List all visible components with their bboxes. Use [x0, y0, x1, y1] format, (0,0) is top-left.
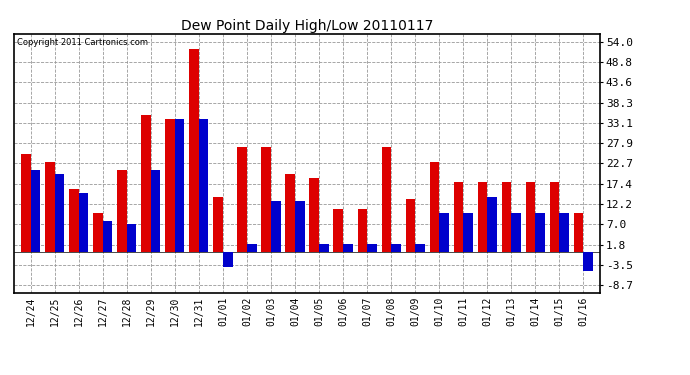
- Bar: [535, 213, 545, 252]
- Bar: [262, 147, 271, 252]
- Bar: [127, 224, 137, 252]
- Bar: [21, 154, 30, 252]
- Bar: [560, 213, 569, 252]
- Bar: [199, 119, 208, 252]
- Bar: [406, 199, 415, 252]
- Bar: [189, 50, 199, 252]
- Bar: [343, 244, 353, 252]
- Bar: [333, 209, 343, 252]
- Bar: [574, 213, 584, 252]
- Bar: [55, 174, 64, 252]
- Bar: [319, 244, 328, 252]
- Bar: [286, 174, 295, 252]
- Bar: [357, 209, 367, 252]
- Bar: [223, 252, 233, 267]
- Bar: [382, 147, 391, 252]
- Bar: [502, 182, 511, 252]
- Bar: [30, 170, 40, 252]
- Bar: [584, 252, 593, 271]
- Bar: [295, 201, 305, 252]
- Bar: [463, 213, 473, 252]
- Bar: [69, 189, 79, 252]
- Bar: [247, 244, 257, 252]
- Bar: [175, 119, 184, 252]
- Bar: [415, 244, 425, 252]
- Bar: [117, 170, 127, 252]
- Bar: [550, 182, 560, 252]
- Bar: [440, 213, 449, 252]
- Title: Dew Point Daily High/Low 20110117: Dew Point Daily High/Low 20110117: [181, 19, 433, 33]
- Bar: [487, 197, 497, 252]
- Bar: [237, 147, 247, 252]
- Bar: [213, 197, 223, 252]
- Bar: [141, 116, 151, 252]
- Bar: [511, 213, 521, 252]
- Bar: [526, 182, 535, 252]
- Bar: [367, 244, 377, 252]
- Bar: [454, 182, 463, 252]
- Bar: [165, 119, 175, 252]
- Bar: [391, 244, 401, 252]
- Bar: [103, 220, 112, 252]
- Bar: [93, 213, 103, 252]
- Text: Copyright 2011 Cartronics.com: Copyright 2011 Cartronics.com: [17, 38, 148, 46]
- Bar: [45, 162, 55, 252]
- Bar: [271, 201, 281, 252]
- Bar: [477, 182, 487, 252]
- Bar: [151, 170, 160, 252]
- Bar: [430, 162, 440, 252]
- Bar: [309, 178, 319, 252]
- Bar: [79, 193, 88, 252]
